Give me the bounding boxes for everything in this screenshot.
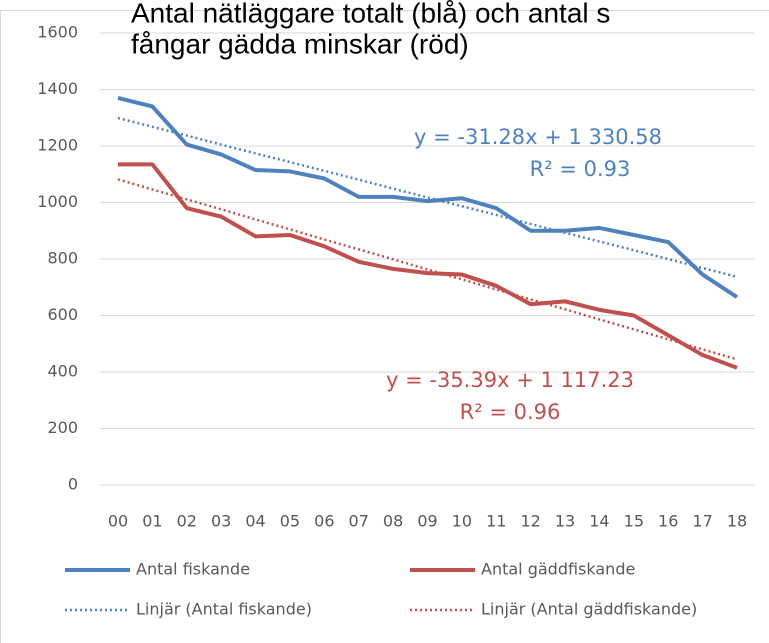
x-tick-label: 03 [211, 512, 231, 531]
x-tick-label: 04 [245, 512, 265, 531]
trend-equation: R² = 0.93 [530, 157, 631, 181]
chart-frame [0, 10, 769, 643]
x-tick-label: 11 [486, 512, 506, 531]
trend-line [117, 178, 738, 361]
y-tick-label: 800 [47, 249, 78, 268]
chart-title: Antal nätläggare totalt (blå) och antal … [131, 0, 610, 28]
x-tick-label: 06 [314, 512, 334, 531]
x-tick-label: 14 [589, 512, 609, 531]
trend-line [117, 116, 738, 279]
x-tick-label: 01 [142, 512, 162, 531]
x-tick-label: 18 [727, 512, 747, 531]
x-tick-label: 09 [417, 512, 437, 531]
x-tick-label: 17 [692, 512, 712, 531]
trend-equation: y = -35.39x + 1 117.23 [386, 368, 634, 392]
legend-label: Linjär (Antal fiskande) [136, 600, 312, 619]
y-tick-label: 400 [47, 362, 78, 381]
legend-label: Antal fiskande [136, 560, 250, 579]
legend-label: Linjär (Antal gäddfiskande) [481, 600, 697, 619]
x-tick-label: 13 [555, 512, 575, 531]
trend-equation: y = -31.28x + 1 330.58 [414, 125, 662, 149]
chart-title: fångar gädda minskar (röd) [131, 28, 469, 59]
y-tick-label: 1400 [37, 79, 78, 98]
y-tick-label: 0 [68, 475, 78, 494]
y-tick-label: 1000 [37, 192, 78, 211]
data-line [118, 162, 738, 370]
trend-equation: R² = 0.96 [460, 400, 561, 424]
y-tick-label: 200 [47, 418, 78, 437]
y-tick-label: 1200 [37, 136, 78, 155]
data-line [117, 96, 739, 299]
x-tick-label: 15 [624, 512, 644, 531]
x-tick-label: 12 [520, 512, 540, 531]
x-tick-label: 02 [177, 512, 197, 531]
x-tick-label: 10 [452, 512, 472, 531]
legend-label: Antal gäddfiskande [481, 560, 635, 579]
x-tick-label: 00 [108, 512, 128, 531]
x-tick-label: 05 [280, 512, 300, 531]
x-tick-label: 08 [383, 512, 403, 531]
x-tick-label: 07 [349, 512, 369, 531]
y-tick-label: 1600 [37, 23, 78, 42]
y-tick-label: 600 [47, 305, 78, 324]
x-tick-label: 16 [658, 512, 678, 531]
